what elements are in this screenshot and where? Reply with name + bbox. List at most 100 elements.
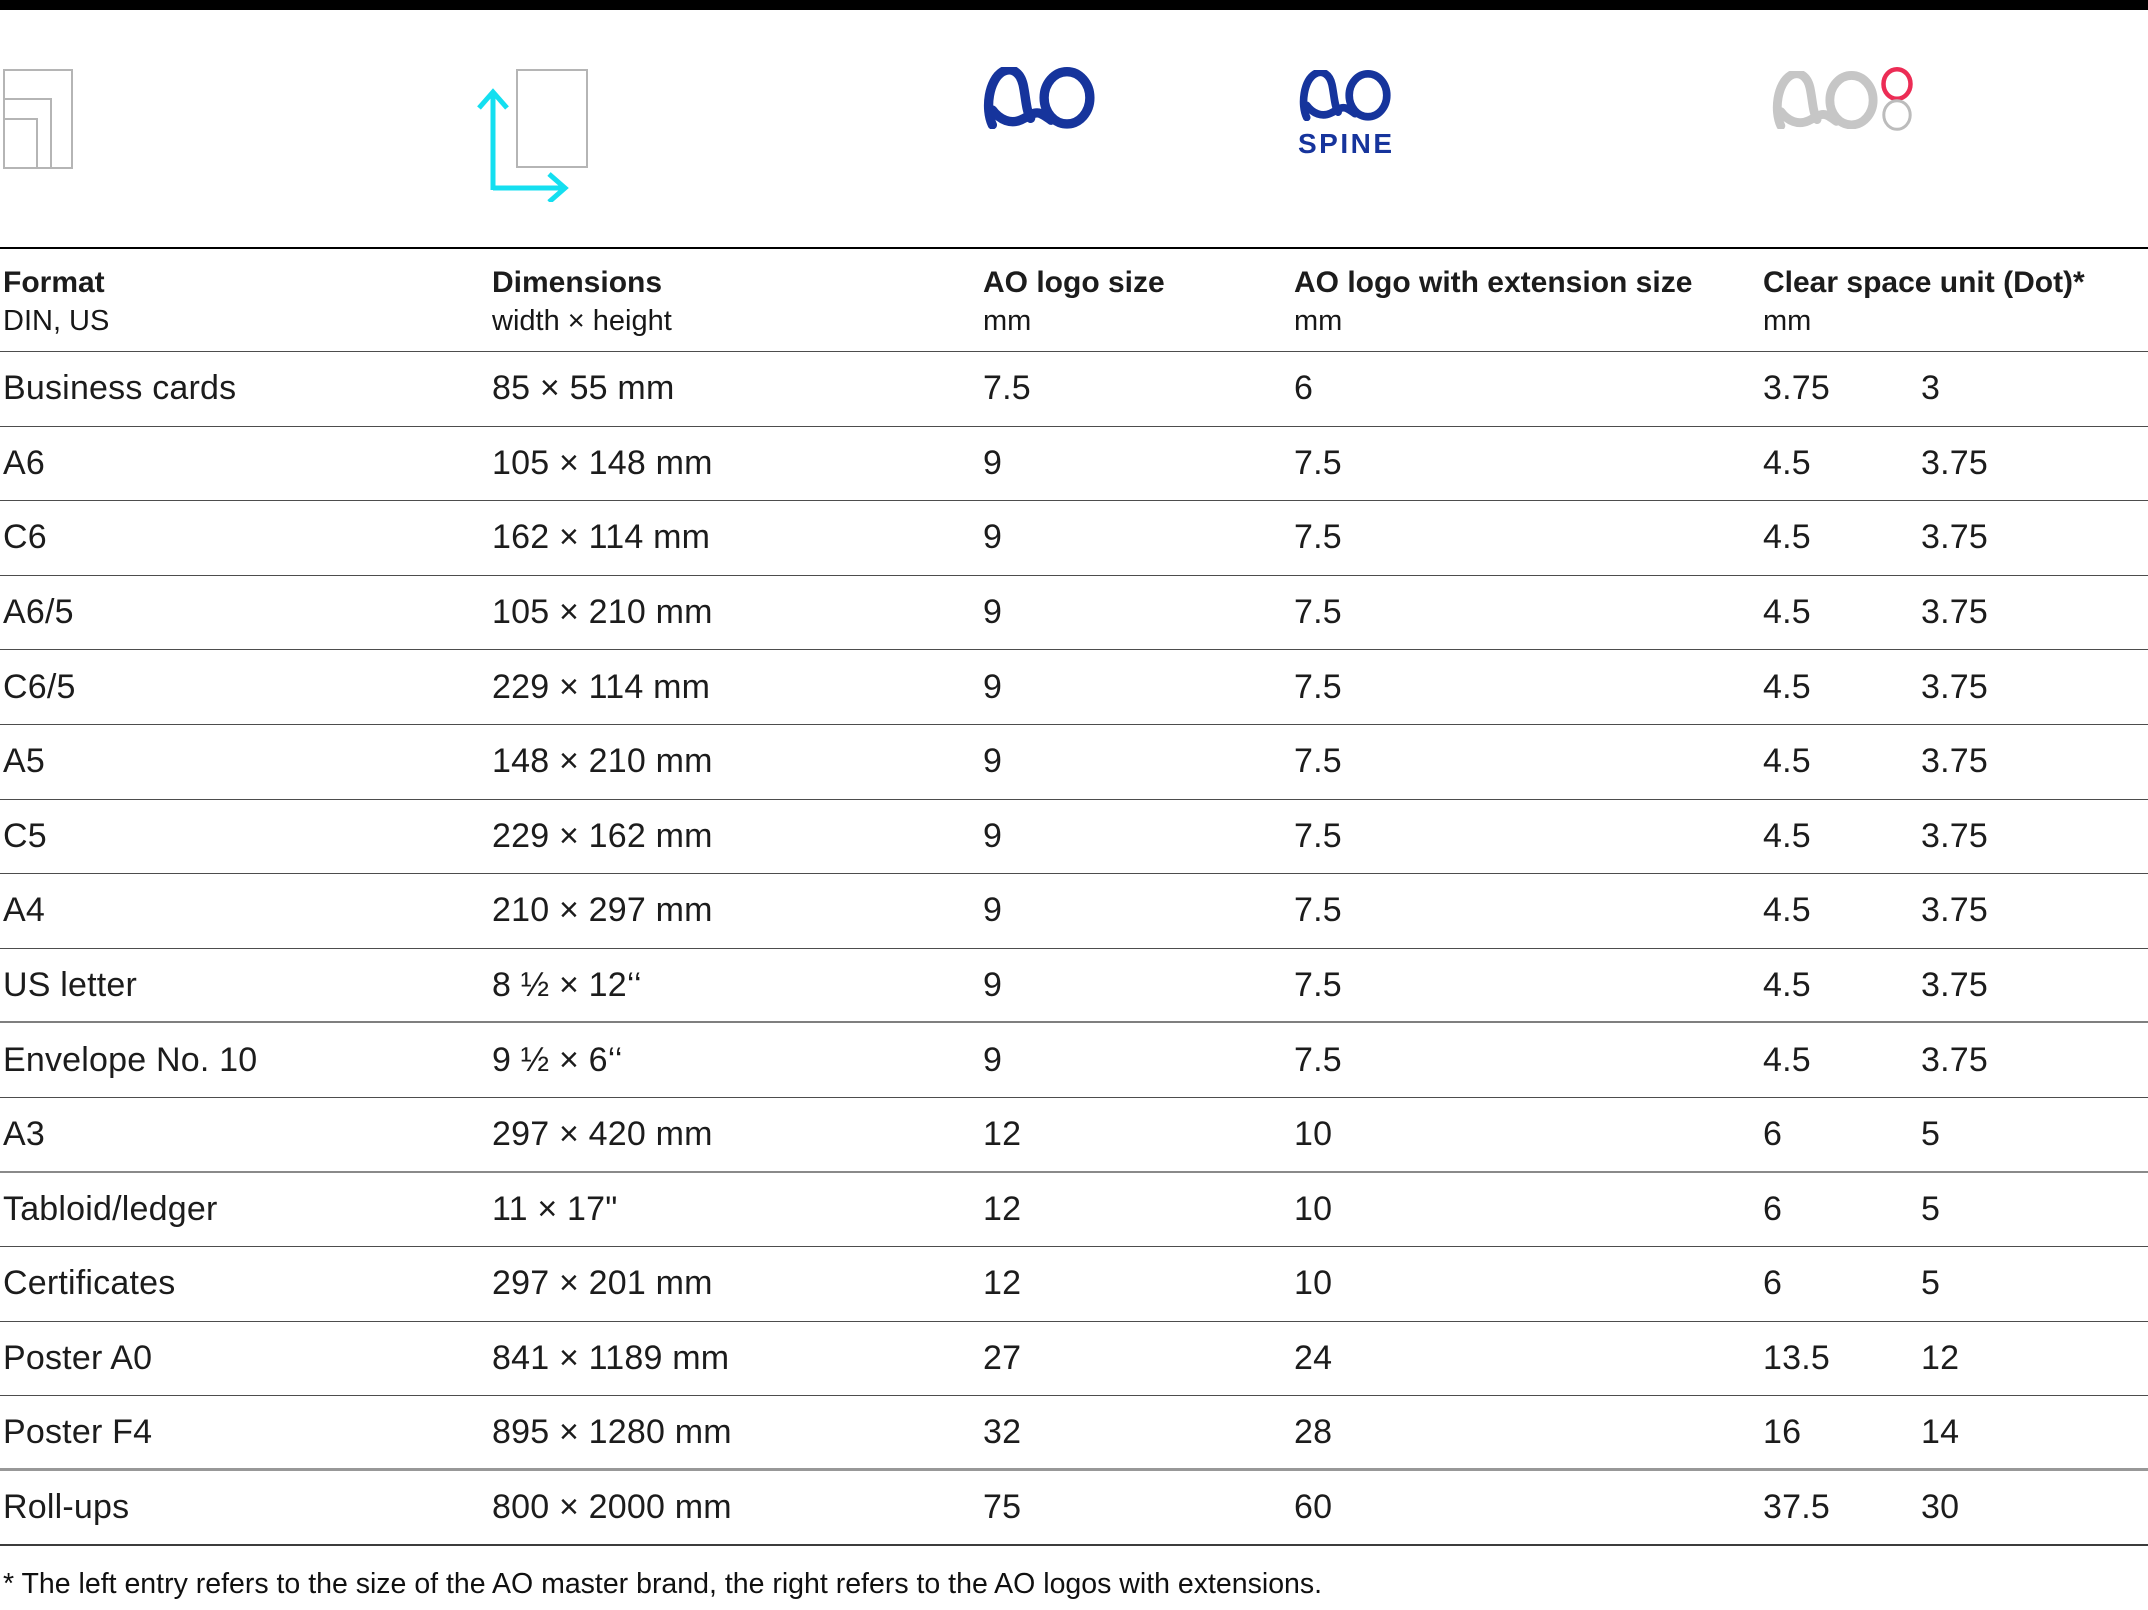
- column-header-dimensions: Dimensions width × height: [492, 249, 983, 351]
- table-row: Business cards 85 × 55 mm 7.5 6 3.75 3: [0, 352, 2148, 427]
- table-row: A5 148 × 210 mm 9 7.5 4.5 3.75: [0, 725, 2148, 800]
- clear-space-right-cell: 5: [1921, 1189, 1941, 1228]
- column-title: Format: [3, 266, 105, 299]
- dimensions-cell: 841 × 1189 mm: [492, 1339, 730, 1378]
- dot-unit-circles: [1881, 66, 1913, 131]
- measure-arrows-icon: [477, 88, 569, 202]
- dimensions-cell: 800 × 2000 mm: [492, 1487, 732, 1526]
- logo-size-cell: 12: [983, 1264, 1022, 1303]
- format-cell: Tabloid/ledger: [3, 1189, 218, 1228]
- dimensions-cell: 105 × 148 mm: [492, 443, 713, 482]
- dimensions-cell: 895 × 1280 mm: [492, 1412, 732, 1451]
- table-header: Format DIN, US Dimensions width × height…: [0, 247, 2148, 352]
- table-row: C5 229 × 162 mm 9 7.5 4.5 3.75: [0, 800, 2148, 875]
- logo-size-cell: 12: [983, 1114, 1022, 1153]
- clear-space-right-cell: 3.75: [1921, 518, 1988, 557]
- dimensions-cell: 229 × 114 mm: [492, 667, 711, 706]
- clear-space-left-cell: 4.5: [1763, 1040, 1811, 1079]
- format-cell: Roll-ups: [3, 1487, 130, 1526]
- clear-space-right-cell: 3.75: [1921, 593, 1988, 632]
- clear-space-right-cell: 30: [1921, 1487, 1960, 1526]
- clear-space-left-cell: 6: [1763, 1189, 1783, 1228]
- clear-space-left-cell: 4.5: [1763, 816, 1811, 855]
- column-header-format: Format DIN, US: [0, 249, 492, 351]
- column-header-logo-size: AO logo size mm: [983, 249, 1294, 351]
- logo-size-cell: 9: [983, 742, 1003, 781]
- format-cell: A4: [3, 891, 45, 930]
- extension-size-cell: 10: [1294, 1114, 1333, 1153]
- clear-space-right-cell: 3.75: [1921, 816, 1988, 855]
- table-body: Business cards 85 × 55 mm 7.5 6 3.75 3 A…: [0, 352, 2148, 1546]
- column-title: Clear space unit (Dot)*: [1763, 266, 2085, 299]
- table-row: Envelope No. 10 9 ½ × 6‘‘ 9 7.5 4.5 3.75: [0, 1023, 2148, 1098]
- ao-spine-extension-label: SPINE: [1298, 128, 1395, 159]
- logo-size-cell: 9: [983, 443, 1003, 482]
- clear-space-right-cell: 3.75: [1921, 667, 1988, 706]
- clear-space-right-cell: 12: [1921, 1339, 1960, 1378]
- extension-size-cell: 7.5: [1294, 965, 1342, 1004]
- clear-space-left-cell: 4.5: [1763, 965, 1811, 1004]
- dimensions-cell: 148 × 210 mm: [492, 742, 713, 781]
- logo-size-cell: 9: [983, 891, 1003, 930]
- column-title: Dimensions: [492, 266, 663, 299]
- format-cell: A3: [3, 1114, 45, 1153]
- logo-size-cell: 9: [983, 965, 1003, 1004]
- logo-size-cell: 12: [983, 1189, 1022, 1228]
- dimensions-cell: 297 × 201 mm: [492, 1264, 713, 1303]
- extension-size-cell: 28: [1294, 1412, 1333, 1451]
- dimensions-cell: 9 ½ × 6‘‘: [492, 1040, 623, 1079]
- clear-space-left-cell: 4.5: [1763, 593, 1811, 632]
- logo-size-cell: 9: [983, 667, 1003, 706]
- logo-size-cell: 9: [983, 1040, 1003, 1079]
- clear-space-left-cell: 4.5: [1763, 742, 1811, 781]
- extension-size-cell: 7.5: [1294, 593, 1342, 632]
- table-row: Tabloid/ledger 11 × 17" 12 10 6 5: [0, 1173, 2148, 1248]
- clear-space-right-cell: 3.75: [1921, 965, 1988, 1004]
- ao-logo: [983, 67, 1095, 129]
- table-row: Poster A0 841 × 1189 mm 27 24 13.5 12: [0, 1322, 2148, 1397]
- format-cell: A5: [3, 742, 45, 781]
- dimensions-cell: 297 × 420 mm: [492, 1114, 713, 1153]
- extension-size-cell: 7.5: [1294, 891, 1342, 930]
- clear-space-right-cell: 14: [1921, 1412, 1960, 1451]
- logo-size-cell: 27: [983, 1339, 1022, 1378]
- format-cell: C6/5: [3, 667, 76, 706]
- table-row: C6 162 × 114 mm 9 7.5 4.5 3.75: [0, 501, 2148, 576]
- dimensions-cell: 105 × 210 mm: [492, 593, 713, 632]
- column-title: AO logo with extension size: [1294, 266, 1693, 299]
- extension-size-cell: 7.5: [1294, 816, 1342, 855]
- format-cell: C6: [3, 518, 47, 557]
- logo-size-cell: 7.5: [983, 369, 1031, 408]
- clear-space-left-cell: 37.5: [1763, 1487, 1830, 1526]
- extension-size-cell: 7.5: [1294, 1040, 1342, 1079]
- column-header-extension-size: AO logo with extension size mm: [1294, 249, 1763, 351]
- extension-size-cell: 24: [1294, 1339, 1333, 1378]
- dimensions-cell: 11 × 17": [492, 1189, 618, 1228]
- extension-size-cell: 10: [1294, 1189, 1333, 1228]
- logo-size-cell: 75: [983, 1487, 1022, 1526]
- clear-space-right-cell: 5: [1921, 1264, 1941, 1303]
- page-outline: [516, 69, 588, 168]
- table-row: A3 297 × 420 mm 12 10 6 5: [0, 1098, 2148, 1173]
- table-row: A6/5 105 × 210 mm 9 7.5 4.5 3.75: [0, 576, 2148, 651]
- clear-space-right-cell: 3.75: [1921, 443, 1988, 482]
- extension-size-cell: 7.5: [1294, 443, 1342, 482]
- format-cell: Envelope No. 10: [3, 1040, 258, 1079]
- clear-space-right-cell: 5: [1921, 1114, 1941, 1153]
- column-title: AO logo size: [983, 266, 1165, 299]
- table-row: C6/5 229 × 114 mm 9 7.5 4.5 3.75: [0, 650, 2148, 725]
- clear-space-right-cell: 3.75: [1921, 891, 1988, 930]
- table-row: A6 105 × 148 mm 9 7.5 4.5 3.75: [0, 427, 2148, 502]
- clear-space-left-cell: 16: [1763, 1412, 1802, 1451]
- table-row: US letter 8 ½ × 12‘‘ 9 7.5 4.5 3.75: [0, 949, 2148, 1024]
- format-cell: A6: [3, 443, 45, 482]
- column-subtitle: mm: [1763, 305, 1812, 337]
- format-cell: Poster A0: [3, 1339, 153, 1378]
- format-rect-inner: [3, 118, 38, 169]
- ao-mark-gray: [1772, 71, 1878, 129]
- clear-space-left-cell: 4.5: [1763, 443, 1811, 482]
- dimensions-cell: 229 × 162 mm: [492, 816, 713, 855]
- logo-size-cell: 9: [983, 593, 1003, 632]
- format-cell: Business cards: [3, 369, 237, 408]
- format-cell: A6/5: [3, 593, 74, 632]
